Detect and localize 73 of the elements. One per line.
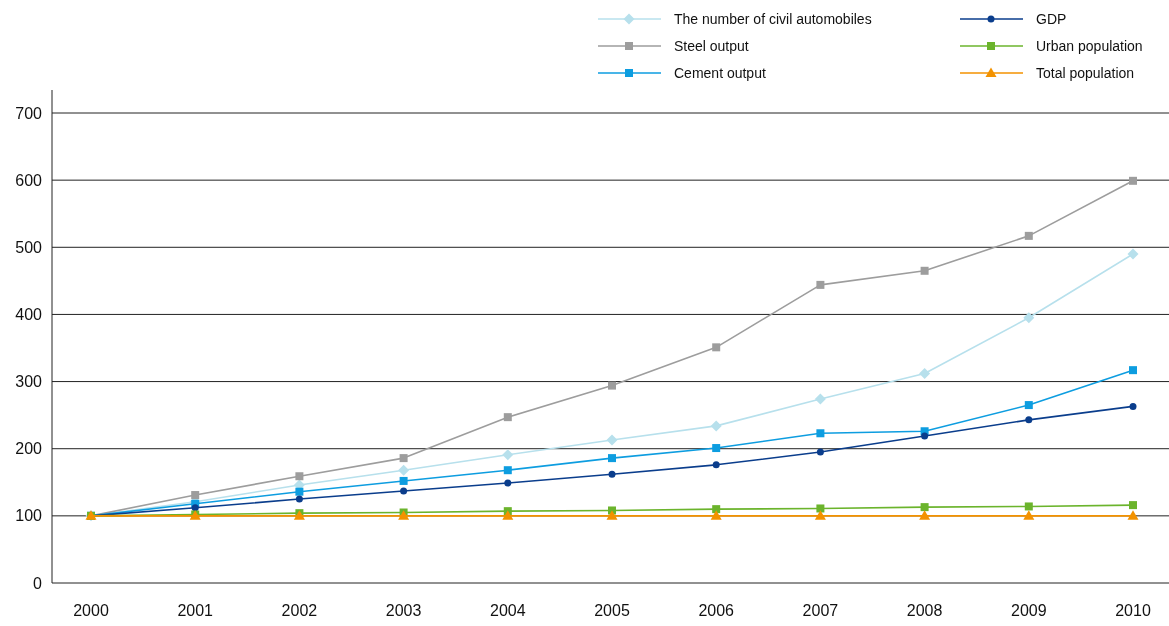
point — [816, 429, 825, 438]
x-tick-label: 2005 — [594, 602, 630, 619]
x-tick-label: 2007 — [802, 602, 839, 619]
point — [191, 504, 199, 512]
y-tick-label: 600 — [15, 171, 43, 189]
point — [919, 510, 931, 520]
point — [814, 510, 826, 520]
point — [399, 476, 408, 485]
point — [710, 420, 722, 432]
point — [816, 448, 824, 456]
point — [814, 393, 826, 405]
x-tick-label: 2000 — [73, 602, 109, 619]
point — [608, 381, 616, 390]
point — [399, 454, 408, 463]
y-tick-label: 0 — [33, 574, 43, 592]
y-tick-label: 300 — [15, 373, 43, 391]
point — [400, 487, 408, 495]
point — [712, 343, 721, 352]
legend-label: Total population — [1036, 64, 1135, 81]
point — [920, 266, 929, 275]
point — [1127, 510, 1139, 520]
point — [295, 472, 304, 481]
x-tick-label: 2003 — [385, 602, 422, 619]
x-tick-label: 2004 — [490, 602, 526, 619]
legend-label: The number of civil automobiles — [674, 10, 872, 27]
point — [712, 461, 720, 469]
point — [1129, 501, 1137, 510]
x-tick-label: 2010 — [1115, 602, 1151, 619]
point — [1024, 401, 1033, 410]
point — [712, 505, 721, 514]
x-tick-label: 2006 — [698, 602, 735, 619]
y-tick-label: 100 — [15, 507, 43, 525]
legend-label: Steel output — [674, 37, 749, 54]
point — [1024, 231, 1033, 240]
point — [1024, 502, 1033, 511]
point — [606, 510, 618, 520]
point — [503, 466, 512, 475]
point — [1023, 312, 1035, 324]
point — [191, 491, 200, 500]
y-tick-label: 500 — [15, 238, 43, 256]
point — [710, 510, 722, 520]
point — [816, 504, 825, 513]
point — [1129, 366, 1137, 375]
x-tick-label: 2001 — [177, 602, 214, 619]
point — [398, 464, 410, 476]
point — [816, 280, 825, 289]
point — [1127, 248, 1139, 260]
point — [1025, 416, 1033, 424]
point — [919, 368, 931, 380]
point — [1023, 510, 1035, 520]
legend-label: GDP — [1036, 10, 1067, 27]
x-tick-label: 2008 — [906, 602, 943, 619]
point — [608, 454, 616, 463]
point — [504, 479, 512, 487]
point — [502, 510, 514, 520]
point — [712, 444, 721, 453]
point — [295, 487, 304, 496]
point — [295, 495, 303, 503]
point — [502, 449, 514, 461]
point — [920, 503, 929, 512]
legend-label: Cement output — [674, 64, 766, 81]
x-tick-label: 2002 — [281, 602, 318, 619]
point — [606, 434, 618, 446]
y-tick-label: 200 — [15, 440, 43, 458]
legend-label: Urban population — [1036, 37, 1143, 54]
y-tick-label: 700 — [15, 104, 43, 122]
y-tick-label: 400 — [15, 306, 43, 324]
point — [608, 470, 616, 478]
point — [503, 413, 512, 422]
point — [921, 432, 929, 440]
x-tick-label: 2009 — [1011, 602, 1047, 619]
point — [1129, 402, 1137, 410]
point — [1129, 176, 1137, 185]
